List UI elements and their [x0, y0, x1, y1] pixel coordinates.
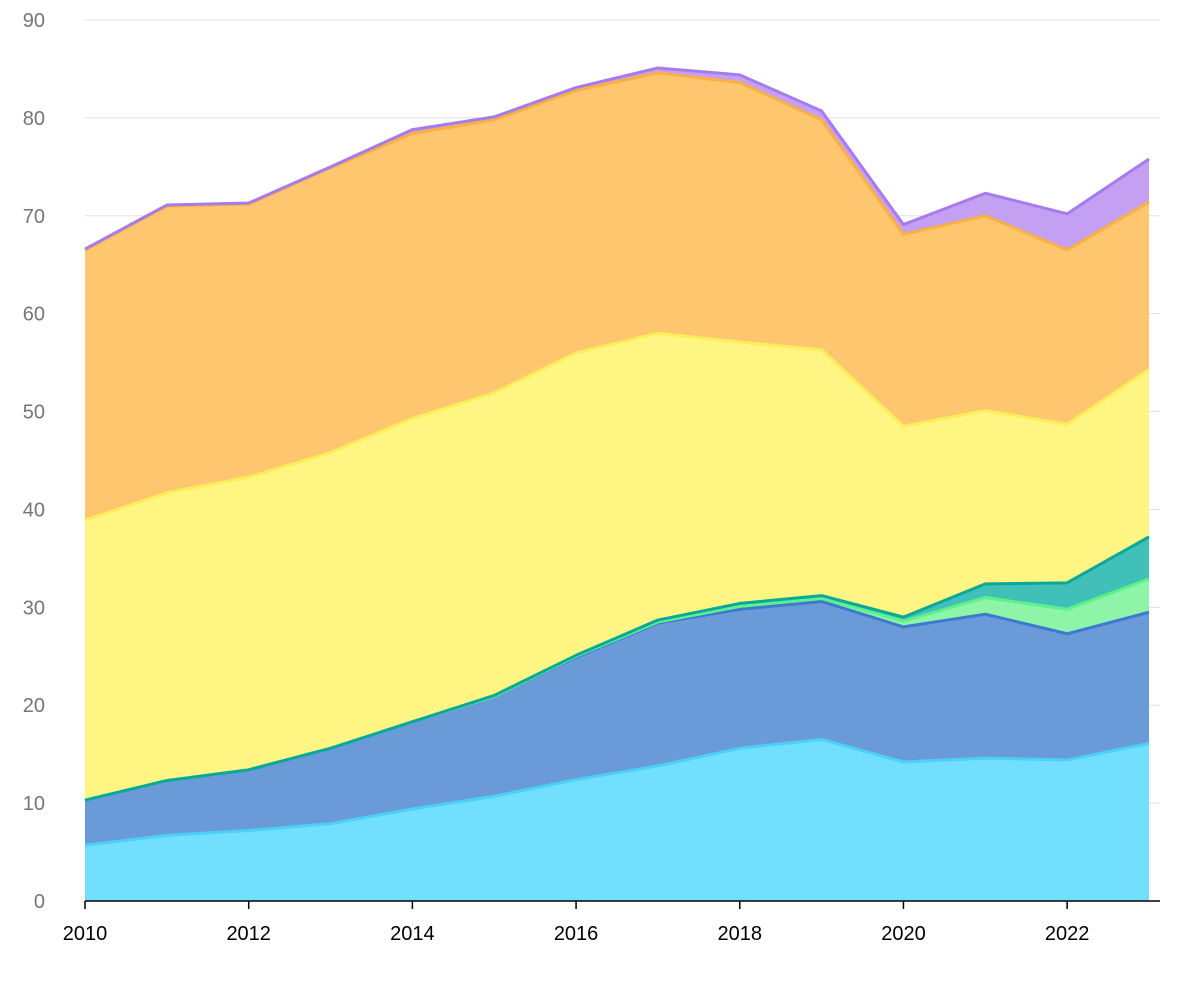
x-tick-label: 2014	[390, 923, 435, 945]
area-series-1	[85, 739, 1149, 901]
y-tick-label: 80	[23, 108, 45, 130]
x-tick-label: 2022	[1045, 923, 1090, 945]
x-tick-labels: 2010 2012 2014 2016 2018 2020 2022	[63, 923, 1090, 945]
area-series-5	[85, 333, 1149, 801]
y-tick-labels: 0 10 20 30 40 50 60 70 80 90	[23, 10, 45, 913]
y-tick-label: 10	[23, 793, 45, 815]
x-tick-label: 2020	[881, 923, 926, 945]
x-tick-label: 2012	[226, 923, 271, 945]
area-series-6	[85, 72, 1149, 521]
y-tick-label: 50	[23, 402, 45, 424]
line-series-1	[84, 737, 1150, 847]
y-tick-label: 30	[23, 597, 45, 619]
y-tick-label: 70	[23, 206, 45, 228]
y-tick-label: 20	[23, 695, 45, 717]
line-series-5	[84, 331, 1150, 522]
line-series-7	[84, 66, 1150, 251]
y-tick-label: 90	[23, 10, 45, 32]
y-tick-label: 60	[23, 304, 45, 326]
area-series-2	[85, 601, 1149, 846]
x-tick-label: 2010	[63, 923, 108, 945]
x-tick-label: 2016	[554, 923, 599, 945]
y-tick-label: 40	[23, 499, 45, 521]
y-tick-label: 0	[34, 891, 45, 913]
x-tick-label: 2018	[718, 923, 763, 945]
series-lines	[84, 66, 1150, 847]
line-series-4	[84, 535, 1150, 802]
axes	[84, 900, 1160, 909]
